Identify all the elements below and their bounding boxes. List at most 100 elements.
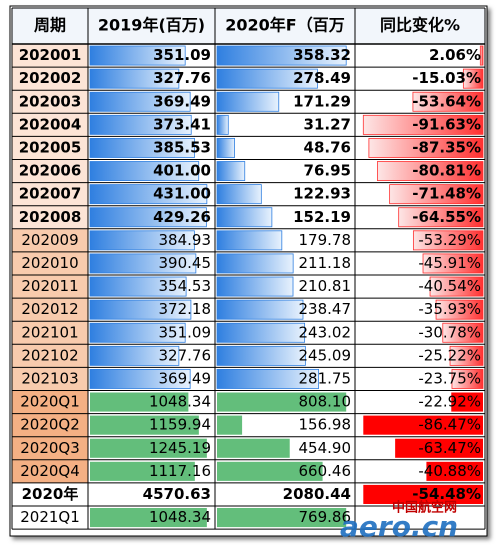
- cell-value: 351.09: [153, 46, 211, 64]
- row-label: 202012: [21, 300, 78, 318]
- cell-value: 179.78: [299, 231, 352, 249]
- data-bar: [90, 461, 195, 481]
- data-bar: [216, 299, 304, 320]
- data-bar: [217, 508, 347, 528]
- data-bar: [89, 276, 187, 297]
- header-cell: 周期: [34, 16, 66, 35]
- data-bar: [90, 508, 207, 528]
- row-label-bg: [12, 298, 88, 322]
- row-label-bg: [12, 67, 88, 91]
- data-bar: [216, 207, 273, 228]
- cell-value: 1048.34: [149, 508, 211, 526]
- cell-value: -80.81%: [412, 162, 481, 180]
- data-bar: [216, 91, 280, 112]
- row-label-bg: [12, 90, 88, 114]
- row-label-bg: [12, 344, 88, 368]
- cell-value: 385.53: [153, 138, 211, 156]
- cell-value: -45.91%: [418, 254, 481, 272]
- row-label-bg: [12, 321, 88, 345]
- cell-value: -64.55%: [412, 208, 481, 226]
- row-label-bg: [12, 182, 88, 206]
- cell-value: 2080.44: [283, 485, 351, 503]
- row-label: 202011: [21, 277, 78, 295]
- row-label-bg: [12, 482, 88, 506]
- cell-value: -22.92%: [418, 393, 481, 411]
- data-bar: [389, 184, 484, 205]
- data-bar: [412, 230, 484, 251]
- header-bg: [12, 8, 485, 44]
- cell-value: -30.78%: [418, 323, 481, 341]
- data-bar: [449, 345, 484, 366]
- cell-value: 358.32: [293, 46, 351, 64]
- cell-value: 152.19: [293, 208, 351, 226]
- row-label-bg: [12, 44, 88, 68]
- cell-value: -53.64%: [412, 92, 481, 110]
- row-label-bg: [12, 275, 88, 299]
- cell-value: -91.63%: [412, 115, 481, 133]
- cell-value: 327.76: [159, 346, 212, 364]
- data-bar: [451, 368, 484, 389]
- row-label: 2021Q1: [20, 508, 80, 526]
- row-label-bg: [12, 205, 88, 229]
- data-bar: [216, 137, 235, 158]
- data-bar: [216, 253, 294, 274]
- row-label: 2020Q3: [20, 439, 80, 457]
- cell-value: -25.22%: [418, 346, 481, 364]
- data-bar: [422, 253, 484, 274]
- cell-value: 4570.63: [143, 485, 211, 503]
- data-bar: [363, 484, 483, 504]
- cell-value: 31.27: [304, 115, 351, 133]
- data-bar: [89, 68, 180, 89]
- row-label: 202002: [19, 69, 82, 87]
- cell-value: 431.00: [153, 185, 211, 203]
- cell-value: 354.53: [159, 277, 212, 295]
- row-label-bg: [12, 459, 88, 483]
- cell-value: -40.54%: [418, 277, 481, 295]
- row-label: 202101: [21, 323, 78, 341]
- cell-value: 245.09: [299, 346, 352, 364]
- cell-value: 243.02: [299, 323, 352, 341]
- cell-value: 454.90: [299, 439, 352, 457]
- cell-value: 171.29: [293, 92, 351, 110]
- cell-value: 1048.34: [149, 393, 211, 411]
- row-label-bg: [12, 159, 88, 183]
- row-label: 202007: [19, 185, 82, 203]
- cell-value: 372.18: [159, 300, 212, 318]
- cell-value: 373.41: [153, 115, 211, 133]
- data-bar: [216, 368, 319, 389]
- data-bar: [217, 438, 290, 458]
- data-bar: [368, 137, 484, 158]
- row-label-bg: [12, 436, 88, 460]
- row-label: 202003: [19, 92, 82, 110]
- row-label: 202006: [19, 162, 82, 180]
- data-bar: [89, 368, 191, 389]
- cell-value: 369.49: [159, 369, 212, 387]
- cell-value: -23.75%: [418, 369, 481, 387]
- data-bar: [363, 415, 483, 435]
- data-bar: [412, 91, 484, 112]
- cell-value: 369.49: [153, 92, 211, 110]
- data-bar: [89, 345, 180, 366]
- cell-value: 390.45: [159, 254, 212, 272]
- cell-value: -71.48%: [412, 185, 481, 203]
- cell-value: 808.10: [299, 393, 352, 411]
- data-bar: [216, 161, 246, 182]
- data-bar: [89, 184, 208, 205]
- cell-value: -63.47%: [418, 439, 481, 457]
- cell-value: 48.76: [304, 138, 351, 156]
- watermark-en: aero.cn: [340, 510, 458, 543]
- data-bar: [216, 184, 262, 205]
- row-label: 2020年: [22, 485, 79, 503]
- cell-value: -40.88%: [418, 462, 481, 480]
- data-bar: [217, 461, 323, 481]
- data-bar: [216, 322, 306, 343]
- cell-value: -54.48%: [412, 485, 481, 503]
- row-label-bg: [12, 506, 88, 530]
- cell-value: 401.00: [153, 162, 211, 180]
- cell-value: 351.09: [159, 323, 212, 341]
- data-bar: [462, 68, 484, 89]
- row-label-bg: [12, 367, 88, 391]
- cell-value: 76.95: [304, 162, 351, 180]
- cell-value: -15.03%: [412, 69, 481, 87]
